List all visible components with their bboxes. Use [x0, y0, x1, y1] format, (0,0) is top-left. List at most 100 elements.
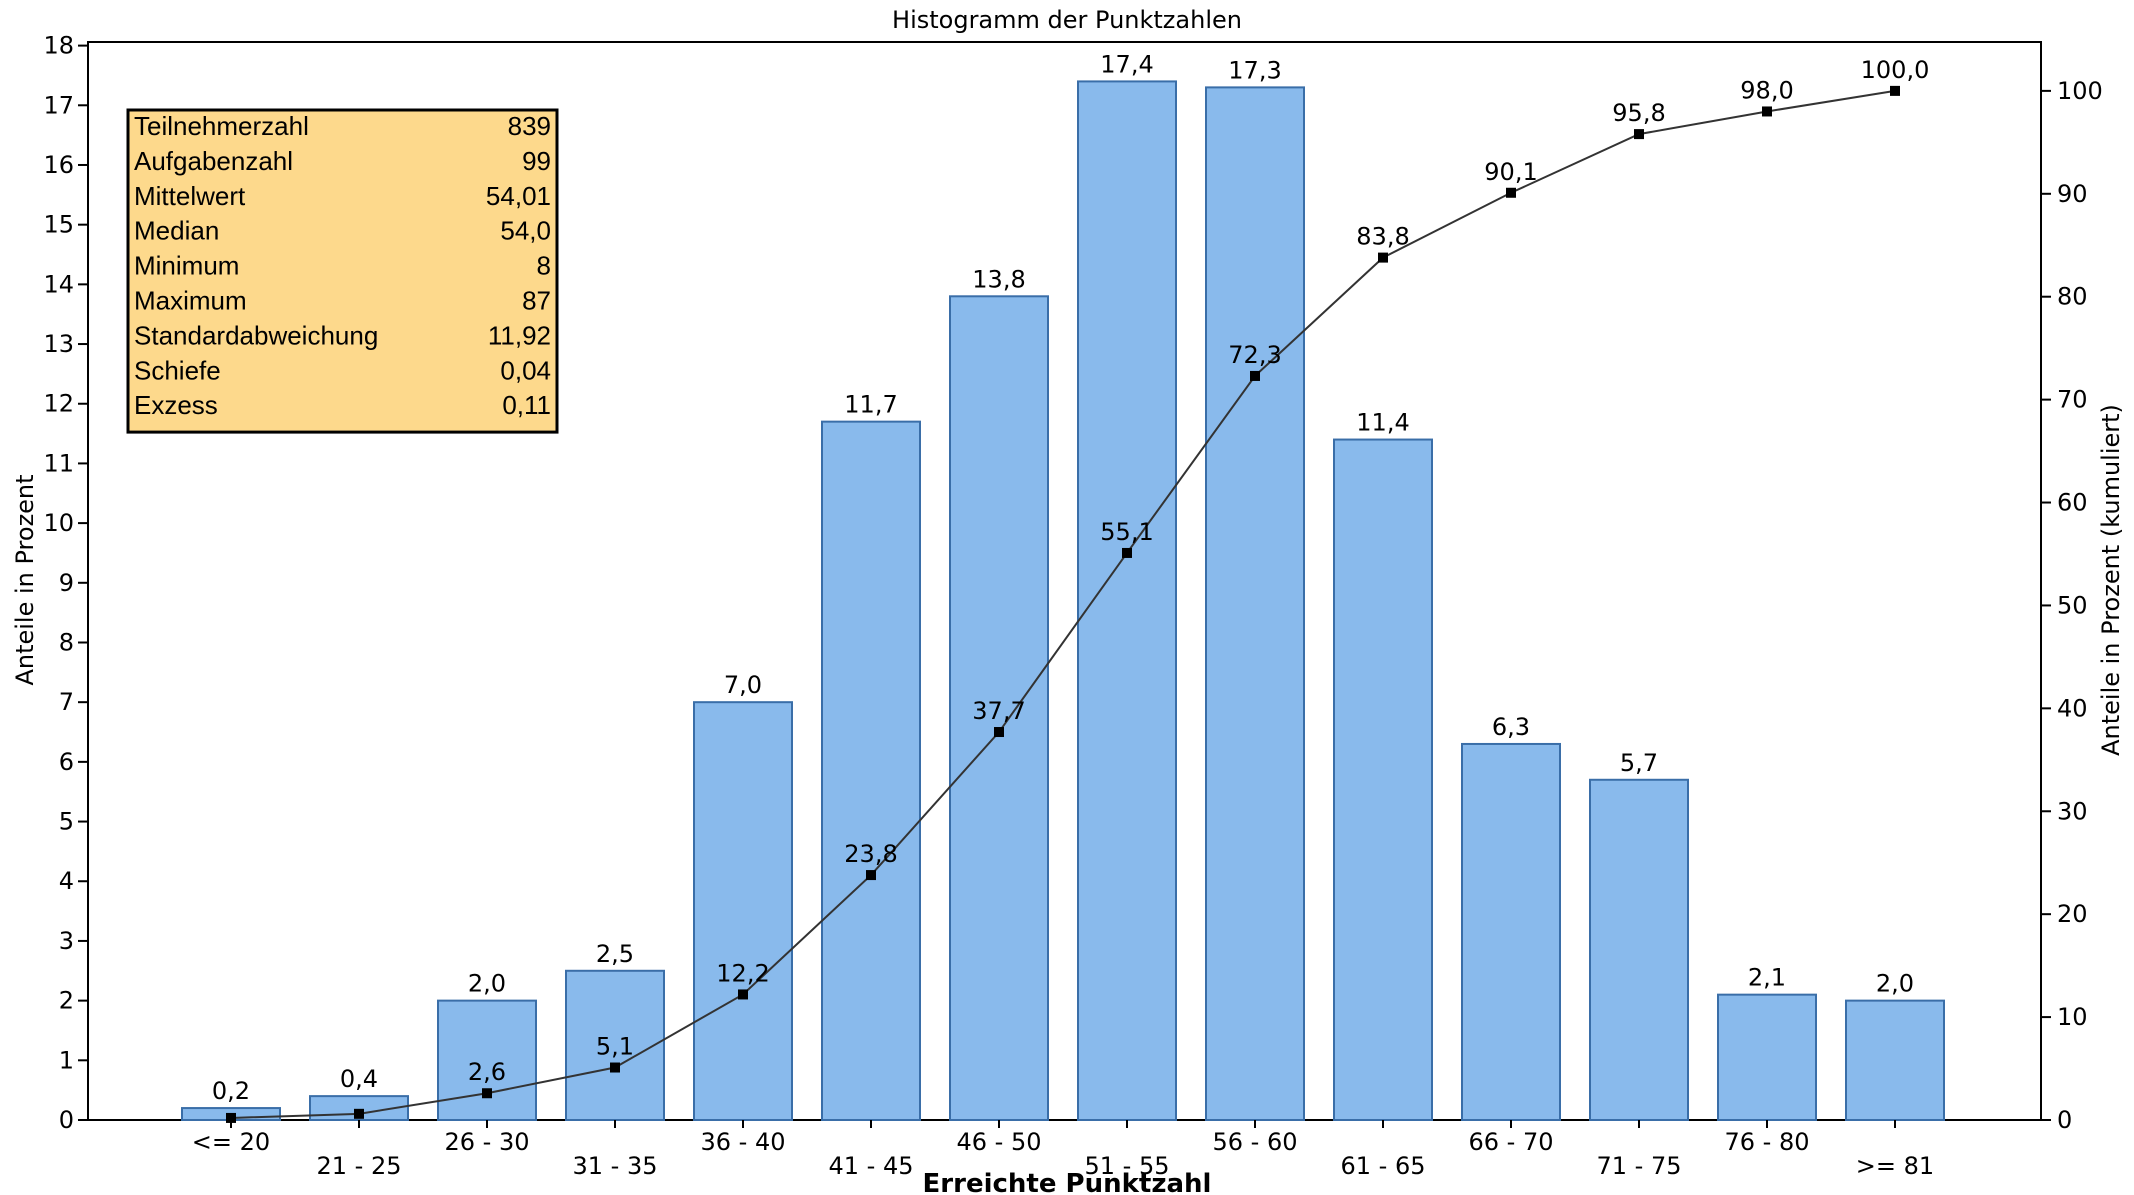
- cumulative-marker: [1122, 547, 1132, 558]
- bar-value-label: 5,7: [1620, 749, 1658, 777]
- x-category-label: 61 - 65: [1341, 1152, 1426, 1180]
- cumulative-marker: [1634, 129, 1644, 140]
- y-tick-label: 11: [43, 449, 74, 477]
- y2-tick-label: 90: [2057, 180, 2088, 208]
- bar-value-labels: 0,2 0,4 2,0 2,5 7,0 11,7 13,8 17,4 17,3 11,4 6,3 5,…: [212, 50, 1914, 1105]
- cumulative-value-label: 90,1: [1484, 158, 1537, 186]
- cumulative-value-label: 95,8: [1612, 99, 1665, 127]
- cumulative-marker: [226, 1112, 236, 1123]
- bar: [1333, 438, 1433, 1121]
- cumulative-value-label: 98,0: [1740, 76, 1793, 104]
- bar: [1077, 80, 1177, 1121]
- right-axis: 0 10 20 30 40 50 60 70 80 90 100: [2041, 77, 2103, 1134]
- x-category-label: 46 - 50: [957, 1128, 1042, 1156]
- x-category-label: 76 - 80: [1725, 1128, 1810, 1156]
- x-category-label: 51 - 55: [1085, 1152, 1170, 1180]
- x-category-label: 56 - 60: [1213, 1128, 1298, 1156]
- bar: [693, 701, 793, 1122]
- cumulative-value-label: 5,1: [596, 1033, 634, 1061]
- y-tick-label: 8: [59, 628, 74, 656]
- stat-label: Maximum: [134, 286, 247, 316]
- bar-value-label: 2,5: [596, 940, 634, 968]
- cumulative-value-label: 100,0: [1861, 56, 1930, 84]
- plot-frame: [87, 41, 2042, 1121]
- stat-label: Mittelwert: [134, 181, 246, 211]
- bar-value-label: 17,4: [1100, 50, 1153, 78]
- statistics-box: Teilnehmerzahl 839 Aufgabenzahl 99 Mittelwer…: [126, 108, 559, 434]
- cumulative-value-label: 72,3: [1228, 341, 1281, 369]
- x-category-label: 21 - 25: [317, 1152, 402, 1180]
- stat-label: Exzess: [134, 390, 218, 420]
- cumulative-value-labels: 2,6 5,1 12,2 23,8 37,7 55,1 72,3 83,8 90,1 95,8 98…: [468, 56, 1929, 1086]
- cumulative-value-label: 37,7: [972, 697, 1025, 725]
- y-tick-label: 0: [59, 1106, 74, 1134]
- stat-label: Schiefe: [134, 355, 221, 385]
- cumulative-marker: [1250, 370, 1260, 381]
- bar: [949, 295, 1049, 1121]
- stat-label: Teilnehmerzahl: [134, 111, 309, 141]
- stat-value: 0,11: [502, 390, 551, 420]
- bar: [1461, 742, 1561, 1122]
- cumulative-marker: [354, 1108, 364, 1119]
- bar: [1845, 999, 1945, 1121]
- bar-value-label: 11,4: [1356, 409, 1409, 437]
- y-tick-label: 4: [59, 867, 74, 895]
- y2-tick-label: 10: [2057, 1003, 2088, 1031]
- y-tick-label: 17: [43, 91, 74, 119]
- stat-value: 11,92: [488, 320, 551, 350]
- y-tick-label: 12: [43, 390, 74, 418]
- stat-value: 0,04: [500, 355, 551, 385]
- y-tick-label: 6: [59, 748, 74, 776]
- cumulative-marker: [738, 989, 748, 1000]
- stat-value: 87: [522, 286, 551, 316]
- bar-value-label: 6,3: [1492, 713, 1530, 741]
- bar-value-label: 7,0: [724, 671, 762, 699]
- cumulative-marker: [610, 1062, 620, 1073]
- cumulative-line-series: [226, 85, 1900, 1123]
- cumulative-line: [230, 89, 1896, 1119]
- y-axis-title: Anteile in Prozent: [11, 474, 39, 685]
- statistics-box-background: [126, 108, 559, 434]
- y-tick-label: 2: [59, 987, 74, 1015]
- stat-value: 8: [537, 251, 551, 281]
- y2-tick-label: 50: [2057, 591, 2088, 619]
- y-tick-label: 16: [43, 151, 74, 179]
- x-category-label: 26 - 30: [445, 1128, 530, 1156]
- y2-tick-label: 0: [2057, 1106, 2072, 1134]
- bar-value-label: 13,8: [972, 265, 1025, 293]
- bar-value-label: 0,2: [212, 1077, 250, 1105]
- bar-value-label: 17,3: [1228, 56, 1281, 84]
- y2-tick-label: 30: [2057, 797, 2088, 825]
- y-tick-label: 1: [59, 1046, 74, 1074]
- x-category-label: <= 20: [192, 1128, 270, 1156]
- y-tick-label: 7: [59, 688, 74, 716]
- y2-tick-label: 60: [2057, 489, 2088, 517]
- cumulative-marker: [1506, 187, 1516, 198]
- y2-axis-title: Anteile in Prozent (kumuliert): [2097, 404, 2125, 756]
- bar: [1717, 993, 1817, 1121]
- bar-value-label: 2,1: [1748, 964, 1786, 992]
- y-tick-label: 18: [43, 32, 74, 60]
- cumulative-value-label: 12,2: [716, 959, 769, 987]
- bar-value-label: 2,0: [468, 970, 506, 998]
- bar-value-label: 11,7: [844, 391, 897, 419]
- x-category-label: 71 - 75: [1597, 1152, 1682, 1180]
- cumulative-marker: [482, 1088, 492, 1099]
- bar-series: [181, 80, 1945, 1122]
- bar: [565, 969, 665, 1121]
- x-category-label: 66 - 70: [1469, 1128, 1554, 1156]
- y-tick-label: 10: [43, 509, 74, 537]
- x-category-label: 31 - 35: [573, 1152, 658, 1180]
- x-axis-title: Erreichte Punktzahl: [923, 1169, 1212, 1195]
- cumulative-value-label: 83,8: [1356, 223, 1409, 251]
- cumulative-marker: [994, 727, 1004, 738]
- x-category-label: 36 - 40: [701, 1128, 786, 1156]
- cumulative-value-label: 2,6: [468, 1058, 506, 1086]
- y2-tick-label: 40: [2057, 694, 2088, 722]
- y-tick-label: 9: [59, 569, 74, 597]
- y2-tick-label: 70: [2057, 386, 2088, 414]
- cumulative-marker: [866, 870, 876, 881]
- bar: [437, 999, 537, 1121]
- stat-label: Aufgabenzahl: [134, 146, 293, 176]
